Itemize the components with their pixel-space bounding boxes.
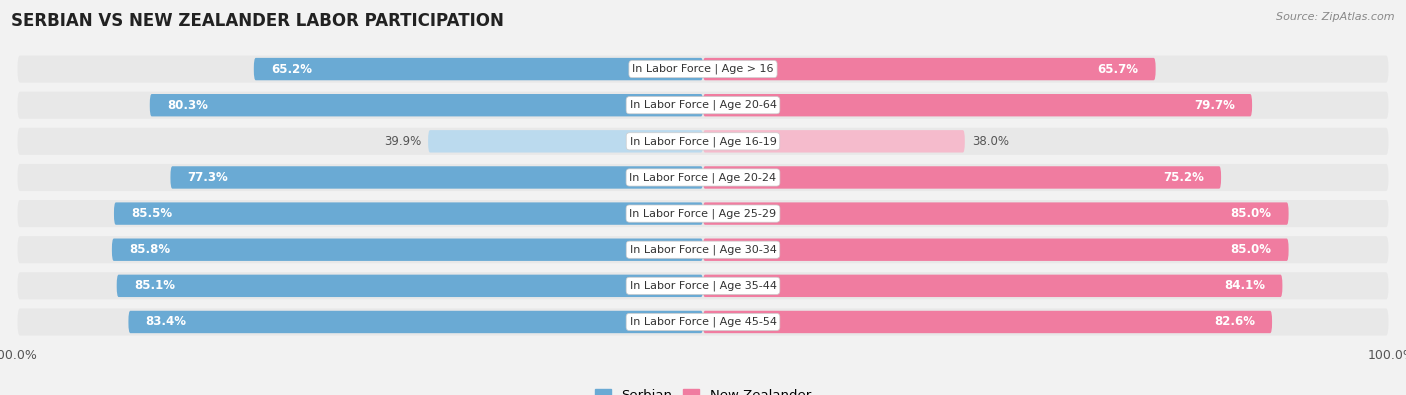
FancyBboxPatch shape bbox=[703, 130, 965, 152]
FancyBboxPatch shape bbox=[703, 166, 1220, 189]
Text: 77.3%: 77.3% bbox=[187, 171, 228, 184]
FancyBboxPatch shape bbox=[17, 236, 1389, 263]
FancyBboxPatch shape bbox=[17, 272, 1389, 299]
FancyBboxPatch shape bbox=[114, 202, 703, 225]
FancyBboxPatch shape bbox=[117, 275, 703, 297]
FancyBboxPatch shape bbox=[17, 308, 1389, 335]
Text: 82.6%: 82.6% bbox=[1213, 316, 1254, 329]
FancyBboxPatch shape bbox=[170, 166, 703, 189]
Text: In Labor Force | Age 25-29: In Labor Force | Age 25-29 bbox=[630, 208, 776, 219]
Text: 85.0%: 85.0% bbox=[1230, 243, 1271, 256]
Text: In Labor Force | Age 20-24: In Labor Force | Age 20-24 bbox=[630, 172, 776, 183]
Text: 65.7%: 65.7% bbox=[1098, 62, 1139, 75]
Text: In Labor Force | Age 30-34: In Labor Force | Age 30-34 bbox=[630, 245, 776, 255]
FancyBboxPatch shape bbox=[703, 239, 1289, 261]
Text: 85.8%: 85.8% bbox=[129, 243, 170, 256]
Text: In Labor Force | Age 20-64: In Labor Force | Age 20-64 bbox=[630, 100, 776, 111]
FancyBboxPatch shape bbox=[703, 311, 1272, 333]
Text: 83.4%: 83.4% bbox=[146, 316, 187, 329]
Text: In Labor Force | Age 16-19: In Labor Force | Age 16-19 bbox=[630, 136, 776, 147]
Text: 80.3%: 80.3% bbox=[167, 99, 208, 112]
FancyBboxPatch shape bbox=[254, 58, 703, 80]
FancyBboxPatch shape bbox=[703, 58, 1156, 80]
Text: 75.2%: 75.2% bbox=[1163, 171, 1204, 184]
FancyBboxPatch shape bbox=[17, 128, 1389, 155]
Text: SERBIAN VS NEW ZEALANDER LABOR PARTICIPATION: SERBIAN VS NEW ZEALANDER LABOR PARTICIPA… bbox=[11, 12, 505, 30]
Text: Source: ZipAtlas.com: Source: ZipAtlas.com bbox=[1277, 12, 1395, 22]
FancyBboxPatch shape bbox=[17, 92, 1389, 119]
FancyBboxPatch shape bbox=[703, 275, 1282, 297]
Text: 85.5%: 85.5% bbox=[131, 207, 173, 220]
FancyBboxPatch shape bbox=[703, 94, 1253, 117]
Legend: Serbian, New Zealander: Serbian, New Zealander bbox=[595, 389, 811, 395]
Text: 39.9%: 39.9% bbox=[384, 135, 422, 148]
FancyBboxPatch shape bbox=[17, 56, 1389, 83]
Text: In Labor Force | Age 35-44: In Labor Force | Age 35-44 bbox=[630, 280, 776, 291]
FancyBboxPatch shape bbox=[17, 200, 1389, 227]
Text: 85.1%: 85.1% bbox=[134, 279, 174, 292]
Text: 85.0%: 85.0% bbox=[1230, 207, 1271, 220]
Text: 84.1%: 84.1% bbox=[1225, 279, 1265, 292]
Text: 38.0%: 38.0% bbox=[972, 135, 1008, 148]
FancyBboxPatch shape bbox=[17, 164, 1389, 191]
Text: In Labor Force | Age > 16: In Labor Force | Age > 16 bbox=[633, 64, 773, 74]
FancyBboxPatch shape bbox=[427, 130, 703, 152]
Text: 65.2%: 65.2% bbox=[271, 62, 312, 75]
Text: In Labor Force | Age 45-54: In Labor Force | Age 45-54 bbox=[630, 317, 776, 327]
FancyBboxPatch shape bbox=[703, 202, 1289, 225]
FancyBboxPatch shape bbox=[112, 239, 703, 261]
FancyBboxPatch shape bbox=[128, 311, 703, 333]
FancyBboxPatch shape bbox=[150, 94, 703, 117]
Text: 79.7%: 79.7% bbox=[1194, 99, 1234, 112]
